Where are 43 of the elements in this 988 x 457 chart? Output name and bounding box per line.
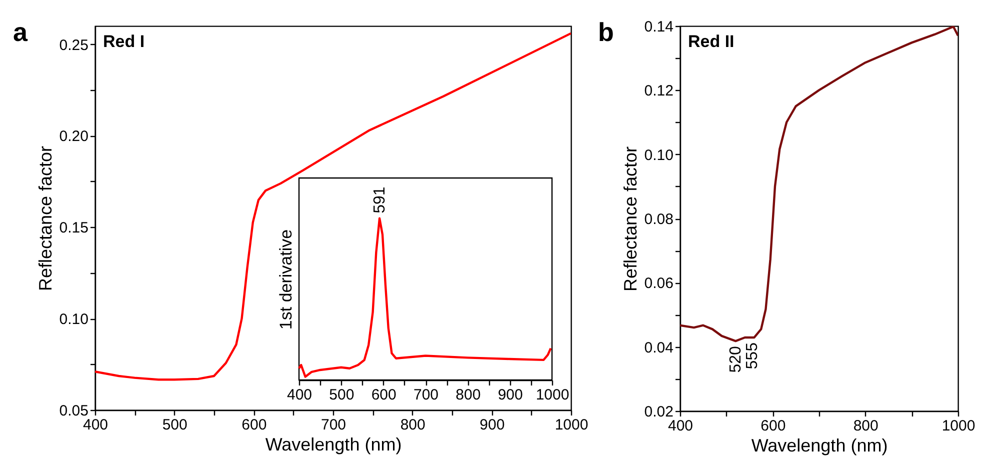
x-tick-label: 800 xyxy=(400,416,426,434)
chart-title: Red II xyxy=(688,32,734,51)
y-axis-title: 1st derivative xyxy=(276,229,296,330)
annotation: 555 xyxy=(744,342,761,370)
y-tick-label: 0.04 xyxy=(644,339,674,356)
x-tick-label: 1000 xyxy=(554,416,588,434)
x-tick-label: 1000 xyxy=(536,386,570,404)
y-tick-label: 0.08 xyxy=(644,211,674,228)
x-tick-label: 1000 xyxy=(942,418,976,434)
x-axis-title: Wavelength (nm) xyxy=(265,434,402,454)
x-tick-label: 400 xyxy=(82,416,108,434)
y-tick-label: 0.25 xyxy=(59,36,88,54)
x-tick-label: 600 xyxy=(760,418,786,434)
chart-title: Red I xyxy=(103,32,145,51)
x-tick-label: 600 xyxy=(242,416,267,434)
x-tick-label: 600 xyxy=(371,386,396,404)
y-tick-label: 0.05 xyxy=(59,402,88,420)
annotation: 520 xyxy=(728,346,745,373)
y-axis-title: Reflectance factor xyxy=(35,146,56,292)
y-axis-title: Reflectance factor xyxy=(620,146,640,292)
y-tick-label: 0.02 xyxy=(644,404,674,420)
x-tick-label: 900 xyxy=(480,416,505,434)
y-tick-label: 0.20 xyxy=(59,128,88,146)
text: b xyxy=(598,17,614,47)
y-tick-label: 0.14 xyxy=(644,18,674,36)
x-axis-title: Wavelength (nm) xyxy=(751,436,888,456)
x-tick-label: 700 xyxy=(320,416,346,434)
x-tick-label: 800 xyxy=(456,386,481,404)
text: a xyxy=(13,17,28,47)
x-tick-label: 500 xyxy=(329,386,354,404)
x-tick-label: 900 xyxy=(498,386,523,404)
y-tick-label: 0.10 xyxy=(644,146,674,164)
x-tick-label: 400 xyxy=(286,386,312,404)
y-tick-label: 0.06 xyxy=(644,275,674,292)
x-tick-label: 500 xyxy=(162,416,188,434)
annotation: 591 xyxy=(372,186,389,214)
line-series xyxy=(680,26,958,342)
y-tick-label: 0.10 xyxy=(59,311,88,328)
x-tick-label: 800 xyxy=(853,418,878,434)
x-tick-label: 400 xyxy=(668,418,694,434)
y-tick-label: 0.15 xyxy=(59,220,88,237)
x-tick-label: 700 xyxy=(413,386,439,404)
y-tick-label: 0.12 xyxy=(644,82,674,100)
